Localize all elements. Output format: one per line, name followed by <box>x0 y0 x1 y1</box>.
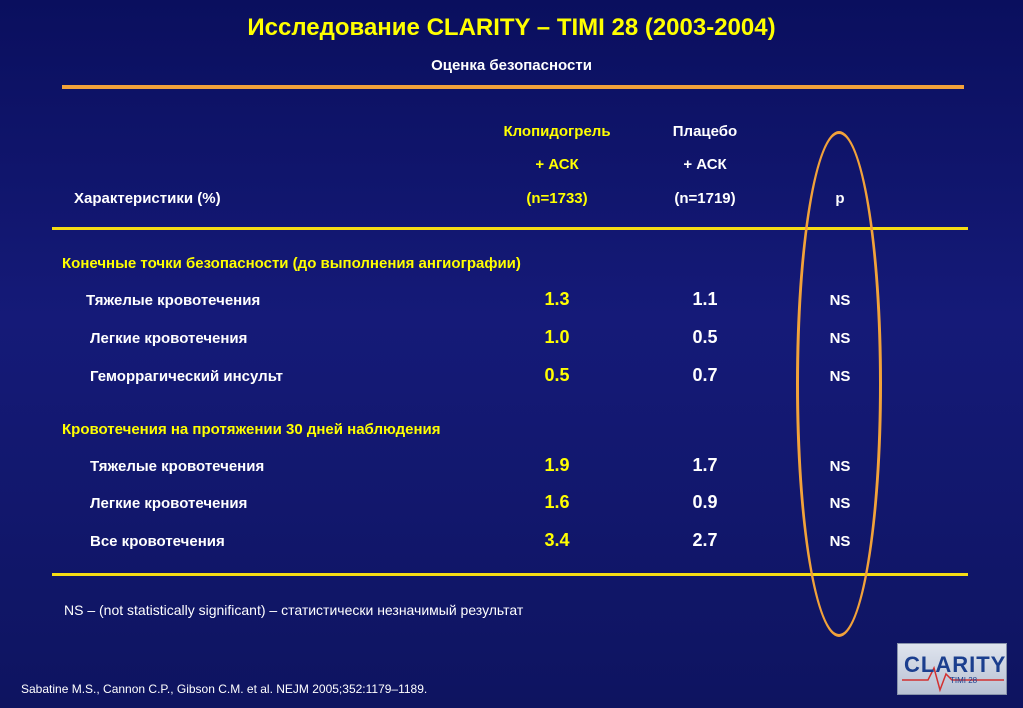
placebo-value: 0.7 <box>692 365 718 385</box>
placebo-value: 0.5 <box>692 327 718 347</box>
row-label: Тяжелые кровотечения <box>86 292 261 309</box>
row-label: Легкие кровотечения <box>90 330 248 347</box>
placebo-value: 1.1 <box>692 289 718 309</box>
header-divider <box>52 227 968 230</box>
ecg-line-icon <box>902 665 1004 693</box>
logo-sub-text: TIMI 28 <box>950 676 978 685</box>
clopidogrel-value: 1.9 <box>544 455 570 475</box>
p-column-highlight-ellipse <box>796 131 882 637</box>
col2-header-line3: (n=1719) <box>674 190 736 207</box>
row-label: Геморрагический инсульт <box>90 368 283 385</box>
row-label: Тяжелые кровотечения <box>90 458 265 475</box>
row-label: Все кровотечения <box>90 533 225 550</box>
placebo-value: 2.7 <box>692 530 718 550</box>
col2-header-line1: Плацебо <box>672 123 738 140</box>
characteristics-header: Характеристики (%) <box>74 190 221 207</box>
citation: Sabatine M.S., Cannon C.P., Gibson C.M. … <box>21 682 428 696</box>
table-bottom-divider <box>52 573 968 576</box>
clopidogrel-value: 1.0 <box>544 327 570 347</box>
clopidogrel-value: 1.3 <box>544 289 570 309</box>
clarity-logo: CLARITY TIMI 28 <box>897 643 1007 695</box>
row-label: Легкие кровотечения <box>90 495 248 512</box>
clopidogrel-value: 3.4 <box>544 530 570 550</box>
footnote: NS – (not statistically significant) – с… <box>64 602 524 618</box>
slide-subtitle: Оценка безопасности <box>431 57 592 74</box>
title-divider <box>62 85 964 89</box>
table-row: Тяжелые кровотечения 1.3 1.1 NS <box>0 289 1023 313</box>
clopidogrel-value: 1.6 <box>544 492 570 512</box>
col1-header-line2: + АСК <box>535 156 579 173</box>
col1-header-line3: (n=1733) <box>526 190 588 207</box>
placebo-value: 0.9 <box>692 492 718 512</box>
clopidogrel-value: 0.5 <box>544 365 570 385</box>
col1-header-line1: Клопидогрель <box>503 123 611 140</box>
slide-title: Исследование CLARITY – TIMI 28 (2003-200… <box>247 14 776 41</box>
section-title-30-day-bleeding: Кровотечения на протяжении 30 дней наблю… <box>62 421 441 438</box>
placebo-value: 1.7 <box>692 455 718 475</box>
col2-header-line2: + АСК <box>683 156 727 173</box>
logo-brand-text: CLARITY <box>904 652 1007 677</box>
section-title-pre-angiography: Конечные точки безопасности (до выполнен… <box>62 255 521 272</box>
